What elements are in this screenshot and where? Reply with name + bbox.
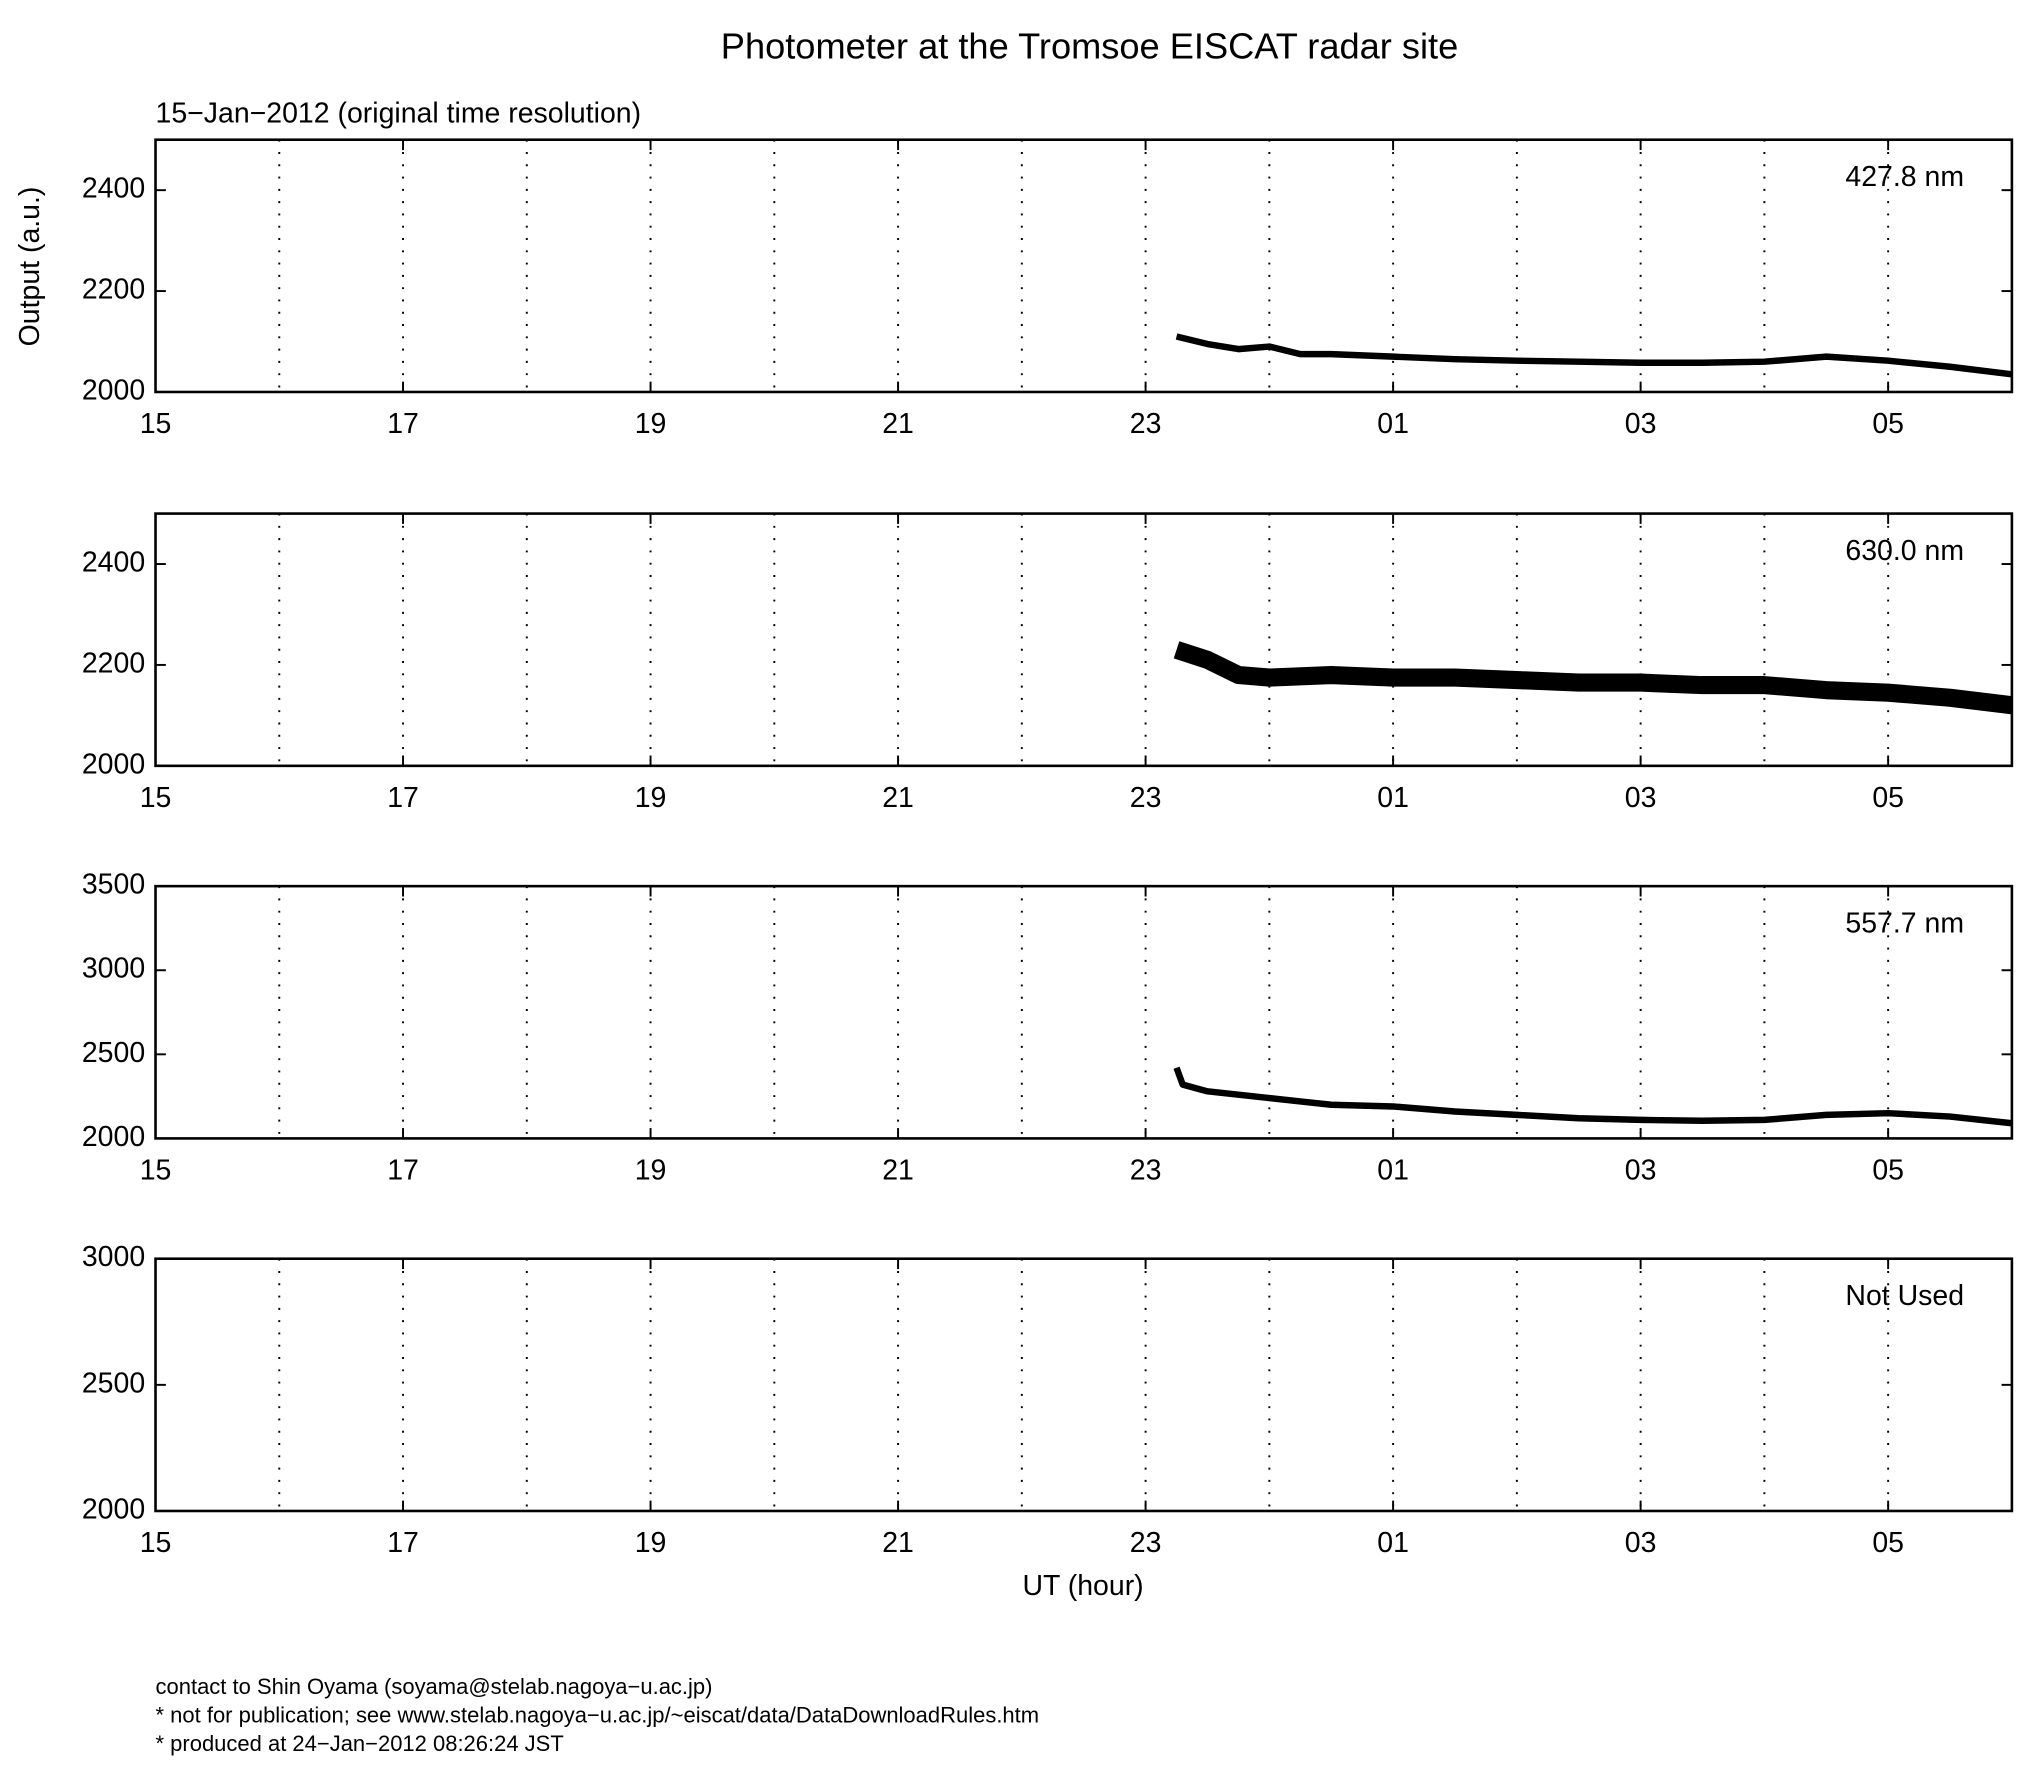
y-tick-label: 2000 [82, 374, 145, 406]
y-tick-label: 2000 [82, 1121, 145, 1153]
panel-annotation: Not Used [1845, 1280, 1964, 1312]
x-tick-label: 17 [387, 1155, 419, 1187]
data-line [1175, 333, 2013, 378]
x-tick-label: 15 [140, 408, 172, 440]
y-tick-label: 2000 [82, 748, 145, 780]
x-tick-label: 19 [635, 782, 667, 814]
plot-frame [154, 1257, 2014, 1513]
x-tick-label: 17 [387, 1527, 419, 1559]
x-tick-label: 23 [1130, 1527, 1162, 1559]
x-axis-label: UT (hour) [1022, 1570, 1143, 1602]
y-tick-label: 2500 [82, 1367, 145, 1399]
x-tick-label: 17 [387, 408, 419, 440]
x-tick-label: 23 [1130, 782, 1162, 814]
plot-frame [154, 884, 2014, 1140]
x-tick-label: 03 [1625, 1527, 1657, 1559]
panel-annotation: 630.0 nm [1845, 535, 1964, 567]
subtitle: 15−Jan−2012 (original time resolution) [156, 98, 642, 130]
x-tick-label: 19 [635, 408, 667, 440]
chart-title: Photometer at the Tromsoe EISCAT radar s… [721, 26, 1458, 67]
panel-annotation: 427.8 nm [1845, 161, 1964, 193]
x-tick-label: 21 [882, 408, 914, 440]
x-tick-label: 21 [882, 1527, 914, 1559]
x-tick-label: 03 [1625, 782, 1657, 814]
y-tick-label: 3000 [82, 953, 145, 985]
x-tick-label: 17 [387, 782, 419, 814]
footer-line: * not for publication; see www.stelab.na… [156, 1702, 1040, 1727]
x-tick-label: 03 [1625, 1155, 1657, 1187]
x-tick-label: 15 [140, 1527, 172, 1559]
y-tick-label: 2200 [82, 274, 145, 306]
y-tick-label: 2400 [82, 547, 145, 579]
x-tick-label: 23 [1130, 1155, 1162, 1187]
x-tick-label: 01 [1377, 408, 1409, 440]
data-line [1173, 641, 2013, 715]
x-tick-label: 23 [1130, 408, 1162, 440]
y-tick-label: 2500 [82, 1037, 145, 1069]
y-tick-label: 2400 [82, 173, 145, 205]
data-line [1173, 1066, 2013, 1127]
x-tick-label: 05 [1872, 408, 1904, 440]
footer-line: * produced at 24−Jan−2012 08:26:24 JST [156, 1731, 564, 1756]
x-tick-label: 05 [1872, 1155, 1904, 1187]
x-tick-label: 15 [140, 782, 172, 814]
x-tick-label: 01 [1377, 1155, 1409, 1187]
x-tick-label: 01 [1377, 1527, 1409, 1559]
y-tick-label: 3000 [82, 1241, 145, 1273]
panel-annotation: 557.7 nm [1845, 907, 1964, 939]
y-tick-label: 2200 [82, 647, 145, 679]
x-tick-label: 15 [140, 1155, 172, 1187]
x-tick-label: 01 [1377, 782, 1409, 814]
plot-frame [154, 512, 2014, 768]
footer-line: contact to Shin Oyama (soyama@stelab.nag… [156, 1674, 713, 1699]
y-axis-label: Output (a.u.) [14, 187, 46, 347]
y-tick-label: 2000 [82, 1493, 145, 1525]
y-tick-label: 3500 [82, 869, 145, 901]
x-tick-label: 03 [1625, 408, 1657, 440]
x-tick-label: 19 [635, 1155, 667, 1187]
x-tick-label: 05 [1872, 1527, 1904, 1559]
x-tick-label: 19 [635, 1527, 667, 1559]
x-tick-label: 05 [1872, 782, 1904, 814]
x-tick-label: 21 [882, 782, 914, 814]
x-tick-label: 21 [882, 1155, 914, 1187]
plot-frame [154, 138, 2014, 394]
